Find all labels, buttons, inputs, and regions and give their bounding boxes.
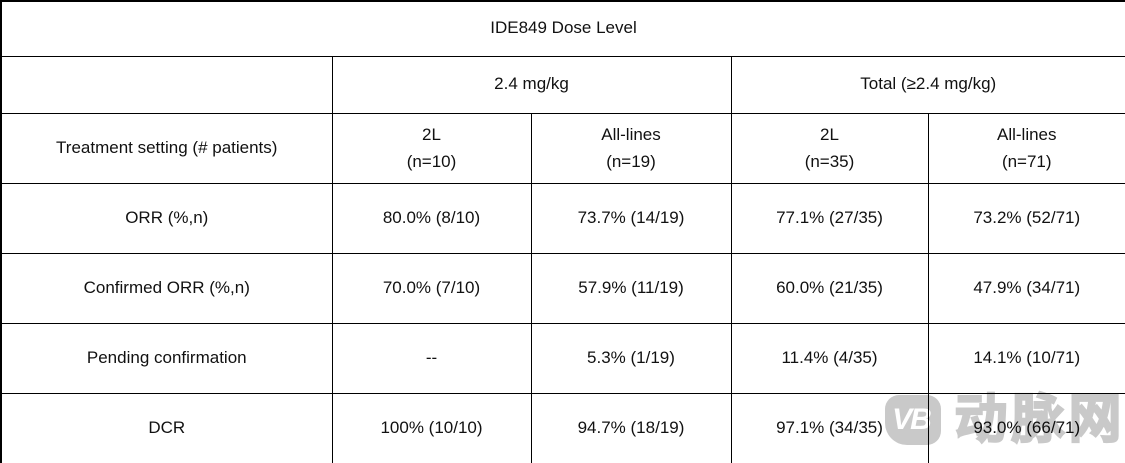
- table-row-dcr: DCR 100% (10/10) 94.7% (18/19) 97.1% (34…: [0, 392, 1125, 463]
- row-label-dcr: DCR: [0, 392, 333, 463]
- col-header-line1: 2L: [820, 125, 839, 144]
- col-header-line1: 2L: [422, 125, 441, 144]
- col-header-line1: All-lines: [996, 125, 1057, 144]
- value-cell: 94.7% (18/19): [530, 392, 732, 463]
- corner-spacer-cell: [0, 55, 333, 114]
- row-header-treatment-setting: Treatment setting (# patients): [0, 112, 333, 184]
- value-cell: 47.9% (34/71): [927, 252, 1125, 324]
- col-header-line2: (n=10): [406, 152, 457, 171]
- value-cell: 5.3% (1/19): [530, 322, 732, 394]
- col-header-2l-10: 2L (n=10): [331, 112, 532, 184]
- col-header-line2: (n=19): [606, 152, 656, 171]
- value-cell: 80.0% (8/10): [331, 182, 532, 254]
- value-cell: 70.0% (7/10): [331, 252, 532, 324]
- value-cell: 11.4% (4/35): [730, 322, 929, 394]
- col-header-line2: (n=71): [1001, 152, 1052, 171]
- table-title: IDE849 Dose Level: [0, 0, 1125, 57]
- value-cell: 60.0% (21/35): [730, 252, 929, 324]
- col-header-line2: (n=35): [804, 152, 855, 171]
- value-cell: 93.0% (66/71): [927, 392, 1125, 463]
- table-row-confirmed-orr: Confirmed ORR (%,n) 70.0% (7/10) 57.9% (…: [0, 252, 1125, 324]
- col-header-line1: All-lines: [601, 125, 661, 144]
- group-header-dose: 2.4 mg/kg: [331, 55, 732, 114]
- value-cell: 14.1% (10/71): [927, 322, 1125, 394]
- row-label-pending-confirmation: Pending confirmation: [0, 322, 333, 394]
- value-cell: 77.1% (27/35): [730, 182, 929, 254]
- value-cell: 73.7% (14/19): [530, 182, 732, 254]
- col-header-alllines-71: All-lines (n=71): [927, 112, 1125, 184]
- row-label-orr: ORR (%,n): [0, 182, 333, 254]
- group-header-total: Total (≥2.4 mg/kg): [730, 55, 1125, 114]
- value-cell: 97.1% (34/35): [730, 392, 929, 463]
- col-header-alllines-19: All-lines (n=19): [530, 112, 732, 184]
- col-header-2l-35: 2L (n=35): [730, 112, 929, 184]
- row-label-confirmed-orr: Confirmed ORR (%,n): [0, 252, 333, 324]
- value-cell: 57.9% (11/19): [530, 252, 732, 324]
- table-row-orr: ORR (%,n) 80.0% (8/10) 73.7% (14/19) 77.…: [0, 182, 1125, 254]
- table-row-pending-confirmation: Pending confirmation -- 5.3% (1/19) 11.4…: [0, 322, 1125, 394]
- value-cell: --: [331, 322, 532, 394]
- value-cell: 100% (10/10): [331, 392, 532, 463]
- value-cell: 73.2% (52/71): [927, 182, 1125, 254]
